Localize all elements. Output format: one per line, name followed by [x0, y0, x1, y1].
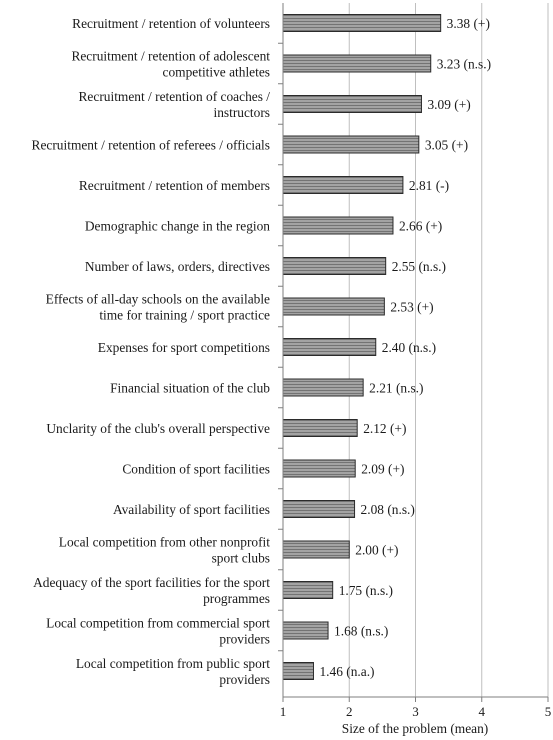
value-label: 1.46 (n.a.) [319, 664, 374, 679]
x-tick-label: 5 [545, 704, 552, 719]
bar [282, 14, 442, 32]
value-label: 3.23 (n.s.) [437, 57, 491, 72]
bar [282, 338, 377, 356]
category-label-line: Local competition from commercial sport [46, 616, 270, 631]
category-label-line: Condition of sport facilities [122, 462, 270, 477]
x-tick-label: 2 [346, 704, 353, 719]
value-label: 2.53 (+) [390, 300, 433, 315]
bar [282, 662, 314, 680]
category-label-line: Recruitment / retention of adolescent [71, 49, 270, 64]
bar [282, 257, 387, 275]
x-tick-label: 4 [479, 704, 486, 719]
bar [282, 500, 356, 518]
category-label: Unclarity of the club's overall perspect… [46, 421, 270, 436]
value-label: 1.68 (n.s.) [334, 624, 388, 639]
category-label: Recruitment / retention of referees / of… [32, 138, 270, 153]
category-label: Adequacy of the sport facilities for the… [33, 575, 270, 606]
category-label: Effects of all-day schools on the availa… [46, 292, 270, 323]
category-label-line: providers [219, 672, 270, 687]
bar [282, 581, 334, 599]
value-label: 2.12 (+) [363, 421, 406, 436]
category-label: Recruitment / retention of coaches / inst… [79, 89, 271, 120]
category-label-line: sport clubs [212, 551, 270, 566]
category-label-line: Unclarity of the club's overall perspect… [46, 421, 270, 436]
category-label: Availability of sport facilities [113, 502, 270, 517]
category-label: Recruitment / retention of volunteers [72, 16, 270, 31]
category-label-line: Number of laws, orders, directives [85, 259, 270, 274]
category-label-line: Recruitment / retention of volunteers [72, 16, 270, 31]
category-label-line: time for training / sport practice [99, 308, 270, 323]
bar [282, 540, 350, 559]
category-label-line: competitive athletes [163, 65, 270, 80]
category-label: Expenses for sport competitions [98, 340, 270, 355]
category-label-line: providers [219, 632, 270, 647]
bar [282, 378, 364, 397]
x-tick-label: 1 [280, 704, 287, 719]
category-label: Local competition from commercial sport p… [46, 616, 270, 647]
value-label: 2.08 (n.s.) [361, 502, 415, 517]
category-label-line: Adequacy of the sport facilities for the… [33, 575, 270, 590]
category-label-line: Demographic change in the region [85, 219, 270, 234]
category-label-line: Availability of sport facilities [113, 502, 270, 517]
category-label: Local competition from public sport provi… [76, 656, 270, 687]
value-label: 2.81 (-) [409, 178, 449, 193]
category-label-line: Local competition from public sport [76, 656, 270, 671]
category-label: Recruitment / retention of members [79, 178, 270, 193]
x-axis: 1 2 3 4 5 [278, 3, 551, 719]
value-label: 2.00 (+) [355, 543, 398, 558]
bars [282, 14, 442, 680]
category-label-line: Financial situation of the club [110, 381, 270, 396]
x-axis-title: Size of the problem (mean) [342, 721, 489, 736]
category-label-line: programmes [203, 591, 270, 606]
value-label: 2.21 (n.s.) [369, 381, 423, 396]
category-label: Financial situation of the club [110, 381, 270, 396]
bar [282, 176, 404, 194]
x-tick-label: 3 [412, 704, 419, 719]
value-label: 2.66 (+) [399, 219, 442, 234]
value-label: 2.40 (n.s.) [382, 340, 436, 355]
bar [282, 54, 432, 73]
category-label-line: Recruitment / retention of referees / of… [32, 138, 270, 153]
value-label: 3.09 (+) [427, 97, 470, 112]
category-label: Recruitment / retention of adolescent com… [71, 49, 270, 80]
bar [282, 135, 420, 154]
category-labels: Recruitment / retention of volunteers Rec… [32, 16, 271, 687]
bar [282, 621, 329, 640]
value-label: 3.05 (+) [425, 138, 468, 153]
category-label: Condition of sport facilities [122, 462, 270, 477]
category-label-line: Effects of all-day schools on the availa… [46, 292, 270, 307]
category-label: Number of laws, orders, directives [85, 259, 270, 274]
category-label-line: Recruitment / retention of members [79, 178, 270, 193]
bar [282, 95, 422, 113]
value-label: 2.09 (+) [361, 462, 404, 477]
value-label: 1.75 (n.s.) [339, 583, 393, 598]
category-label-line: Expenses for sport competitions [98, 340, 270, 355]
category-label-line: Local competition from other nonprofit [59, 535, 270, 550]
value-labels: 3.38 (+) 3.23 (n.s.) 3.09 (+) 3.05 (+) 2.81 … [319, 16, 491, 679]
bar [282, 297, 385, 316]
bar [282, 419, 358, 437]
category-label-line: Recruitment / retention of coaches / [79, 89, 271, 104]
category-label-line: instructors [213, 105, 270, 120]
value-label: 3.38 (+) [447, 16, 490, 31]
bar [282, 459, 356, 478]
category-label: Demographic change in the region [85, 219, 270, 234]
bar [282, 216, 394, 235]
value-label: 2.55 (n.s.) [392, 259, 446, 274]
category-label: Local competition from other nonprofit sp… [59, 535, 270, 566]
